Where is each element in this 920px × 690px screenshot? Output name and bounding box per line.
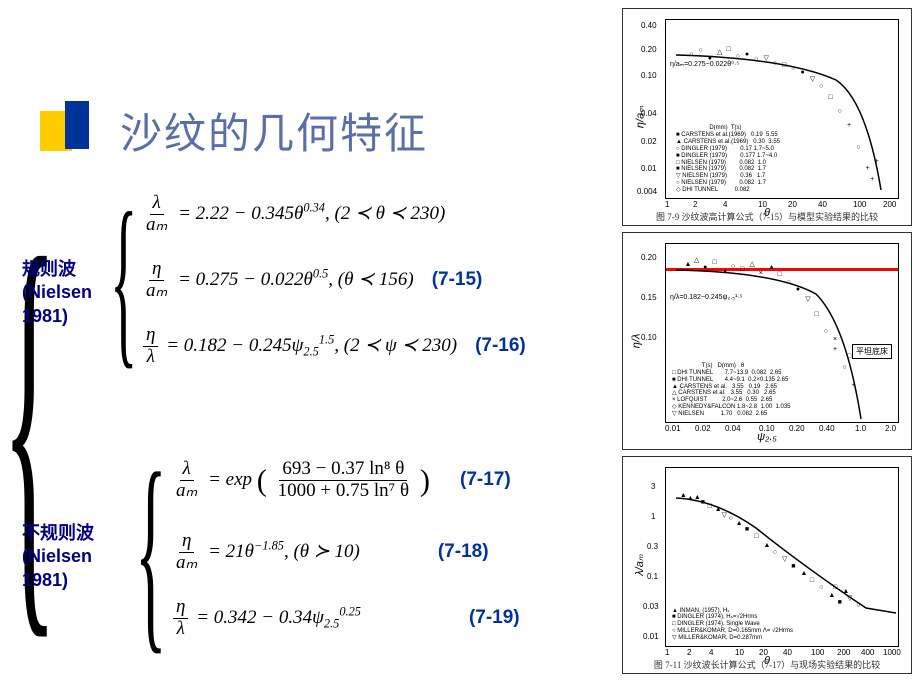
section2-line2: (Nielsen: [22, 545, 94, 568]
slide-title: 沙纹的几何特征: [120, 100, 428, 161]
section1-line3: 1981): [22, 305, 92, 328]
fig2-legend: T(s) D(mm) θ □ DHI TUNNEL 7.7~13.9 0.082…: [672, 363, 791, 418]
section2-label: 不规则波 (Nielsen 1981): [22, 522, 94, 592]
fig3-legend: ▲ INMAN, (1957), Hₛ ■ DINGLER (1974), Hₛ…: [672, 608, 793, 642]
blue-block: [65, 101, 89, 149]
section2-line1: 不规则波: [22, 522, 94, 545]
slide-title-area: 沙纹的几何特征: [30, 100, 428, 161]
section1-brace: {: [110, 185, 137, 375]
fig1-legend: D(mm) T(s) ■ CARSTENS et al.(1969) 0.19 …: [676, 125, 780, 194]
eq-7-16: ηλ = 0.182 − 0.245ψ2.51.5, (2 ≺ ψ ≺ 230)…: [140, 322, 526, 370]
section1-line2: (Nielsen: [22, 281, 92, 304]
fig1-annot: η/aₘ=0.275−0.022θ⁰·⁵: [670, 60, 739, 68]
fig2-flatbed: 平坦底床: [852, 344, 892, 359]
section1-label: 规则波 (Nielsen 1981): [22, 258, 92, 328]
section1-line1: 规则波: [22, 258, 92, 281]
title-decoration: [30, 101, 100, 161]
figure-7-10: η/λ ▲△ ●□ ▲○ □△ ×▲ □○ ●▽ □○ +○ +× □ T(s: [622, 232, 912, 450]
eq-7-14: λaₘ = 2.22 − 0.345θ0.34, (2 ≺ θ ≺ 230): [140, 190, 526, 238]
fig3-ylabel: λ/aₘ: [633, 554, 646, 575]
fig3-plot: ▲▲ ▲■ □▲ ▽○ ▲■ □▲ ○▽ ■▲ □○ ▲■ ▽○ □▲ ▲ IN…: [665, 467, 899, 647]
section2-equations: λaₘ = exp ( 693 − 0.37 ln⁸ θ1000 + 0.75 …: [170, 450, 520, 660]
fig1-plot: ○○ ●△ □○ ●○ ▽○ □○ ●▽ ○□ ○+ ○+ ++ D(mm) T…: [665, 19, 899, 199]
eq-num-7-15: (7-15): [432, 269, 483, 291]
section2-line3: 1981): [22, 569, 94, 592]
fig1-caption: 图 7-9 沙纹波高计算公式（7-15）与模型实验结果的比较: [623, 210, 911, 223]
eq-num-7-17: (7-17): [460, 469, 511, 491]
fig2-xlabel: ψ₂.₅: [757, 431, 777, 443]
eq-7-15: ηaₘ = 0.275 − 0.022θ0.5, (θ ≺ 156) (7-15…: [140, 256, 526, 304]
figure-7-11: λ/aₘ ▲▲ ▲■ □▲ ▽○ ▲■ □▲ ○▽ ■▲ □○ ▲■ ▽○ □▲…: [622, 456, 912, 674]
section2-brace: {: [135, 440, 167, 660]
eq-7-17: λaₘ = exp ( 693 − 0.37 ln⁸ θ1000 + 0.75 …: [170, 450, 520, 510]
eq-7-19: ηλ = 0.342 − 0.34ψ2.50.25 (7-19): [170, 594, 520, 642]
figures-column: η/aₘ ○○ ●△ □○ ●○ ▽○ □○ ●▽ ○□ ○+ ○+ ++ D(…: [622, 8, 912, 674]
eq-num-7-16: (7-16): [475, 335, 526, 357]
fig2-annot: η/λ=0.182−0.245ψ₂.₅¹·⁵: [670, 294, 743, 301]
eq-num-7-18: (7-18): [438, 541, 489, 563]
figure-7-9: η/aₘ ○○ ●△ □○ ●○ ▽○ □○ ●▽ ○□ ○+ ○+ ++ D(…: [622, 8, 912, 226]
fig3-caption: 图 7-11 沙纹波长计算公式（7-17）与现场实验结果的比较: [623, 658, 911, 671]
eq-num-7-19: (7-19): [469, 607, 520, 629]
section1-equations: λaₘ = 2.22 − 0.345θ0.34, (2 ≺ θ ≺ 230) η…: [140, 190, 526, 388]
fig2-plot: ▲△ ●□ ▲○ □△ ×▲ □○ ●▽ □○ +○ +× □ T(s) D(m…: [665, 243, 899, 423]
eq-7-18: ηaₘ = 21θ−1.85, (θ ≻ 10) (7-18): [170, 528, 520, 576]
